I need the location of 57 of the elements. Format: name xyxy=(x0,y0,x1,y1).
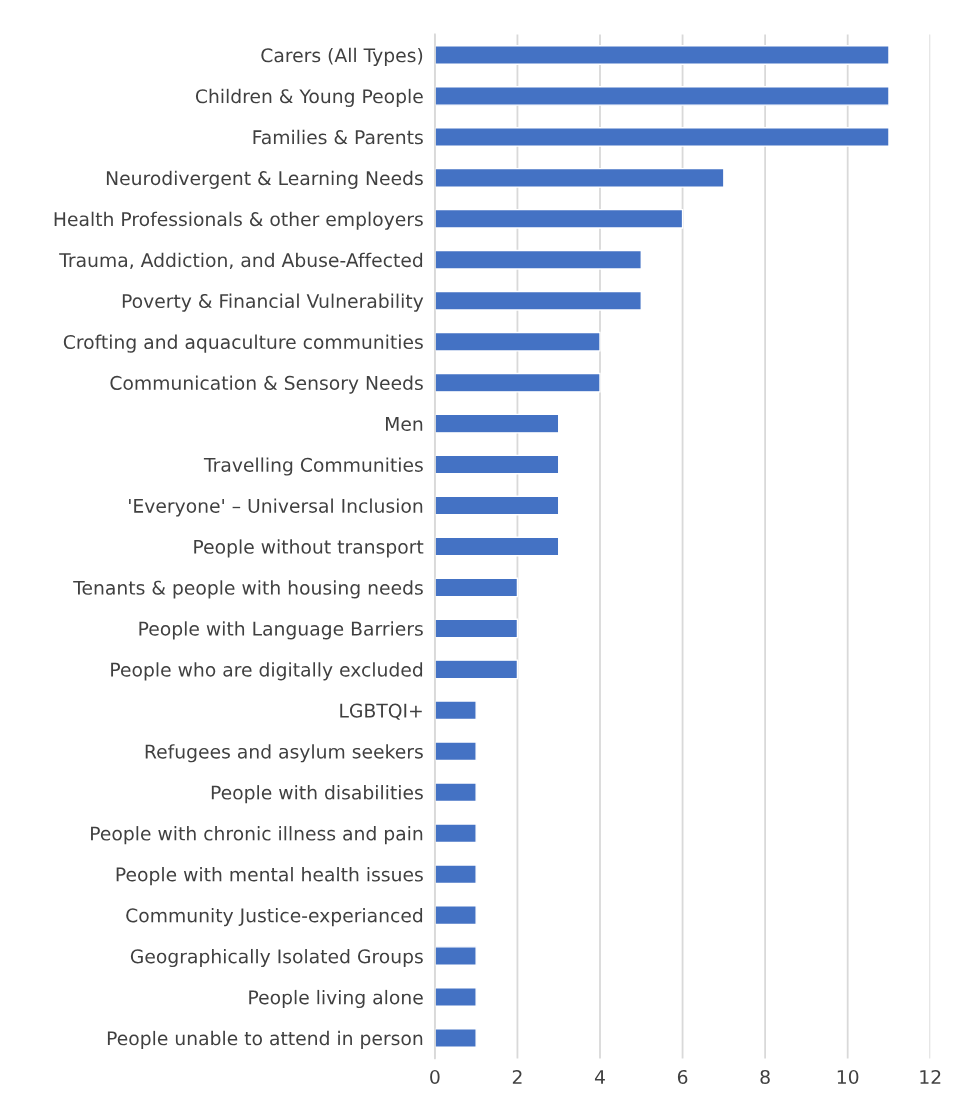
bar xyxy=(434,126,890,147)
y-tick-label: Communication & Sensory Needs xyxy=(110,375,423,394)
y-tick-label: People with disabilities xyxy=(211,785,423,804)
bar xyxy=(434,372,601,393)
y-tick-label: Geographically Isolated Groups xyxy=(130,948,423,968)
x-tick-label: 2 xyxy=(512,1069,522,1084)
y-tick-label: Tenants & people with housing needs xyxy=(73,580,423,599)
bar xyxy=(434,618,519,639)
bar xyxy=(434,1028,477,1048)
x-tick-label: 12 xyxy=(920,1069,941,1084)
y-tick-label: Men xyxy=(386,417,423,431)
bar xyxy=(434,249,642,270)
y-tick-label: People with chronic illness and pain xyxy=(91,826,423,845)
bar xyxy=(434,823,477,844)
bar xyxy=(434,700,477,721)
y-tick-label: Travelling Communities xyxy=(203,457,423,476)
y-tick-label: Health Professionals & other employers xyxy=(54,211,423,230)
y-tick-label: Neurodivergent & Learning Needs xyxy=(106,170,423,189)
bar xyxy=(434,659,519,680)
y-tick-label: Families & Parents xyxy=(253,129,423,145)
bar xyxy=(434,45,890,65)
bar xyxy=(434,905,477,926)
bar xyxy=(434,536,560,557)
bar xyxy=(434,86,890,106)
y-tick-label: Trauma, Addiction, and Abuse-Affected xyxy=(59,252,423,270)
y-tick-label: People who are digitally excluded xyxy=(111,662,423,681)
bar xyxy=(434,167,725,188)
bar xyxy=(434,741,477,762)
bar xyxy=(434,495,560,516)
bar xyxy=(434,987,477,1007)
bar xyxy=(434,577,519,598)
y-tick-label: Poverty & Financial Vulnerability xyxy=(122,293,424,312)
bar xyxy=(434,331,601,352)
y-tick-label: People with Language Barriers xyxy=(139,621,423,640)
bar xyxy=(434,413,560,434)
bar xyxy=(434,782,477,803)
x-tick-label: 8 xyxy=(760,1069,770,1085)
y-tick-label: Children & Young People xyxy=(195,88,423,107)
bar xyxy=(434,864,477,885)
y-tick-label: Carers (All Types) xyxy=(261,47,423,67)
y-tick-label: 'Everyone' – Universal Inclusion xyxy=(129,498,423,517)
y-tick-label: LGBTQI+ xyxy=(340,703,422,720)
x-tick-label: 0 xyxy=(430,1069,440,1085)
y-tick-label: People without transport xyxy=(194,539,424,558)
y-tick-label: People unable to attend in person xyxy=(107,1030,423,1050)
y-tick-label: Crofting and aquaculture communities xyxy=(63,334,423,353)
bar xyxy=(434,946,477,966)
x-tick-label: 4 xyxy=(594,1070,605,1084)
bar xyxy=(434,454,560,475)
y-tick-label: Community Justice-experianced xyxy=(126,907,423,927)
y-tick-label: People living alone xyxy=(249,989,423,1009)
x-tick-label: 10 xyxy=(837,1069,859,1085)
y-tick-label: People with mental health issues xyxy=(116,867,423,886)
y-tick-label: Refugees and asylum seekers xyxy=(145,744,423,763)
bar xyxy=(434,290,642,311)
bar xyxy=(434,208,684,229)
x-tick-label: 6 xyxy=(677,1069,688,1085)
